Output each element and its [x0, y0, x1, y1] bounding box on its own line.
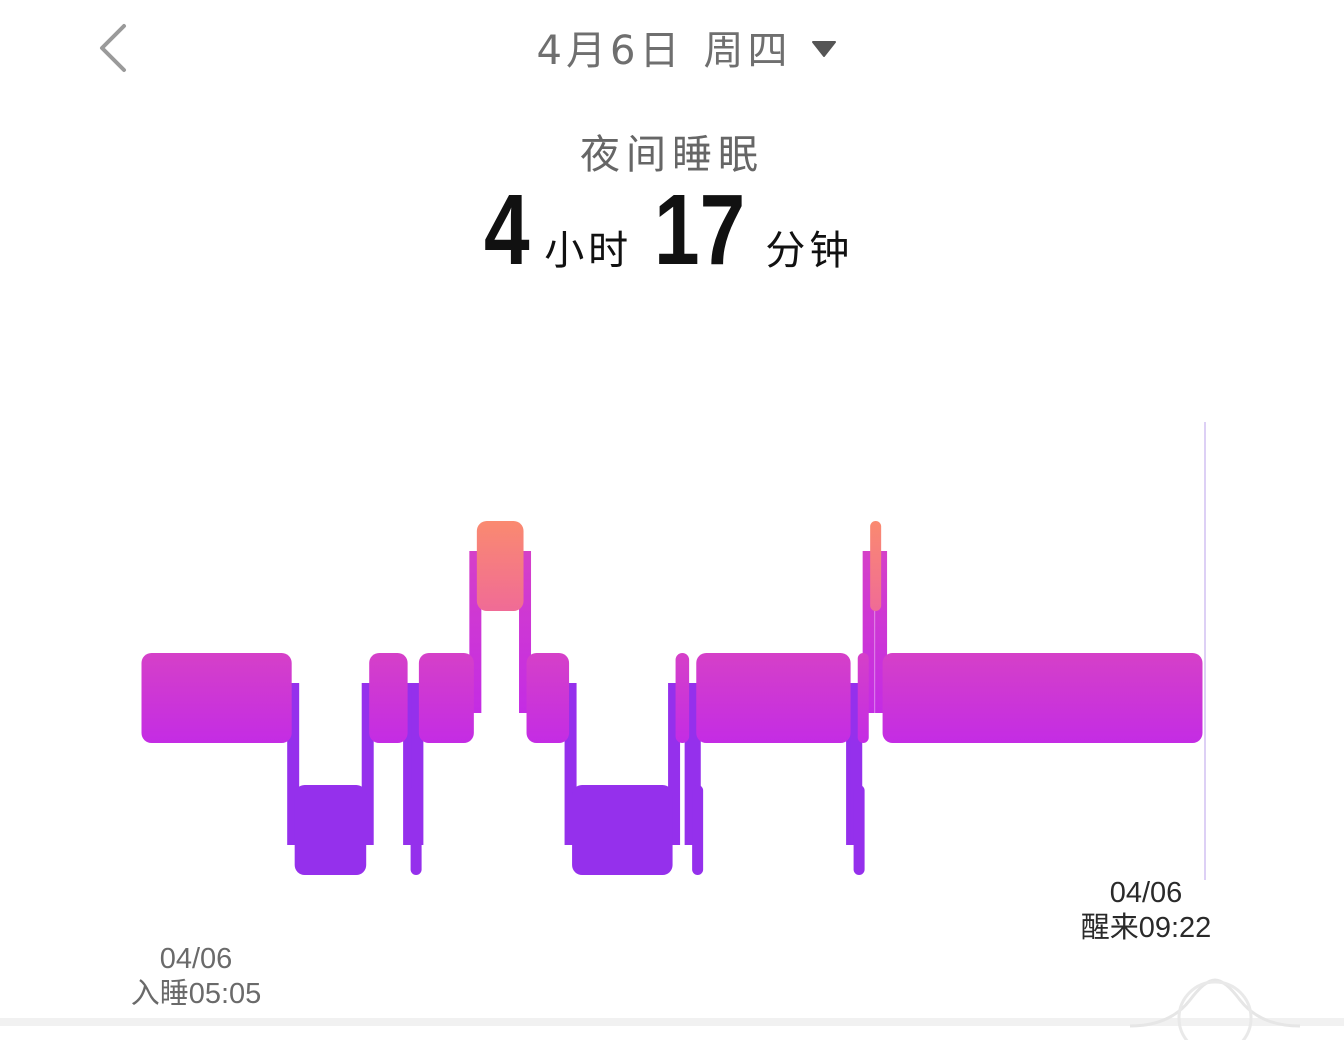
- duration-minutes-unit: 分钟: [765, 228, 854, 274]
- stage-segment-light: [418, 653, 474, 743]
- weekday-label: 周四: [703, 28, 792, 74]
- drag-handle-icon[interactable]: [1130, 960, 1300, 1040]
- stage-segment-rem: [870, 521, 882, 611]
- duration-hours: 4: [483, 174, 530, 286]
- start-time: 入睡05:05: [130, 978, 262, 1010]
- stage-segment-rem: [476, 521, 524, 611]
- stage-segment-light: [696, 653, 851, 743]
- wake-end-label: 04/06 醒来09:22: [1046, 876, 1246, 946]
- sleep-start-label: 04/06 入睡05:05: [96, 942, 296, 1012]
- stage-segment-light: [526, 653, 570, 743]
- dropdown-triangle-icon[interactable]: [811, 40, 837, 58]
- stage-segment-light: [882, 653, 1203, 743]
- sleep-type-title: 夜间睡眠: [580, 132, 764, 178]
- back-arrow-icon[interactable]: [92, 20, 142, 76]
- sleep-duration: 4 小时 17 分钟: [0, 180, 1344, 280]
- duration-minutes: 17: [654, 174, 746, 286]
- start-date: 04/06: [159, 943, 233, 975]
- stage-segment-light: [675, 653, 690, 743]
- stage-segment-light: [857, 653, 869, 743]
- end-date: 04/06: [1109, 877, 1183, 909]
- stage-segment-deep: [572, 785, 673, 875]
- stage-segment-deep: [410, 785, 422, 875]
- stage-segment-deep: [692, 785, 704, 875]
- stage-segments: [141, 521, 1203, 875]
- stage-segment-light: [141, 653, 292, 743]
- date-label: 4月6日: [536, 28, 684, 74]
- bottom-divider: [0, 1018, 1344, 1026]
- duration-hours-unit: 小时: [544, 228, 633, 274]
- stage-segment-deep: [294, 785, 367, 875]
- header-bar: 4月6日 周四: [0, 0, 1344, 96]
- stage-segment-deep: [853, 785, 865, 875]
- end-time: 醒来09:22: [1080, 912, 1212, 944]
- date-selector[interactable]: 4月6日 周四: [0, 18, 1344, 76]
- stage-segment-light: [369, 653, 408, 743]
